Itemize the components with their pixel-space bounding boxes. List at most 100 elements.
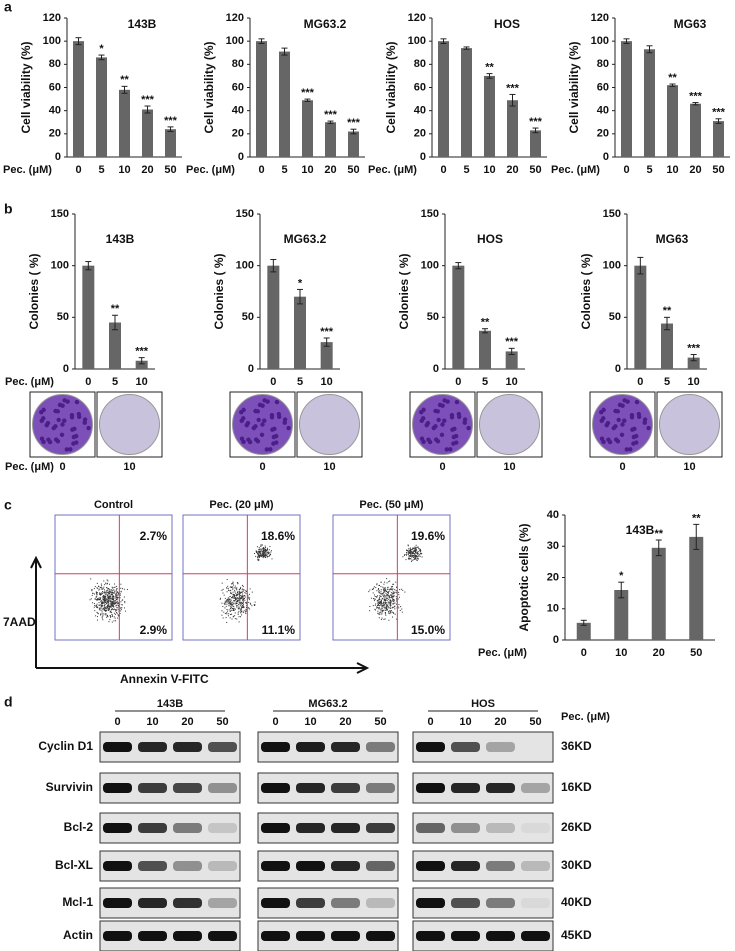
event-dot: [116, 597, 118, 599]
event-dot: [97, 598, 99, 600]
blot-lane-label: 50: [216, 716, 228, 728]
event-dot: [104, 589, 106, 591]
event-dot: [418, 555, 420, 557]
event-dot: [261, 553, 263, 555]
event-dot: [95, 615, 97, 617]
flow-xlabel: Annexin V-FITC: [120, 672, 209, 686]
event-dot: [97, 587, 99, 589]
event-dot: [266, 550, 268, 552]
event-dot: [101, 600, 103, 602]
event-dot: [412, 551, 414, 553]
blot-band: [173, 861, 202, 871]
event-dot: [419, 549, 421, 551]
colony: [620, 403, 625, 408]
event-dot: [369, 610, 371, 612]
event-dot: [93, 593, 95, 595]
event-dot: [233, 593, 235, 595]
event-dot: [126, 589, 128, 591]
event-dot: [384, 599, 386, 601]
event-dot: [270, 551, 272, 553]
event-dot: [415, 558, 417, 560]
event-dot: [389, 606, 391, 608]
event-dot: [394, 589, 396, 591]
event-dot: [244, 594, 246, 596]
event-dot: [231, 583, 233, 585]
event-dot: [221, 610, 223, 612]
event-dot: [229, 601, 231, 603]
event-dot: [113, 587, 115, 589]
event-dot: [241, 595, 243, 597]
protein-name: Mcl-1: [62, 895, 93, 909]
event-dot: [412, 553, 414, 555]
event-dot: [374, 604, 376, 606]
event-dot: [414, 549, 416, 551]
event-dot: [383, 589, 385, 591]
event-dot: [96, 603, 98, 605]
bar: [82, 265, 95, 369]
colony: [613, 424, 618, 429]
colony: [259, 432, 265, 438]
event-dot: [242, 599, 244, 601]
blot-lane-label: 0: [427, 716, 433, 728]
event-dot: [109, 605, 111, 607]
event-dot: [382, 586, 384, 588]
event-dot: [102, 604, 104, 606]
event-dot: [99, 588, 101, 590]
colony: [71, 441, 76, 446]
flow-title: Pec. (20 μM): [209, 499, 274, 511]
event-dot: [108, 598, 110, 600]
event-dot: [96, 604, 98, 606]
colony: [605, 420, 611, 426]
colony: [264, 447, 269, 452]
event-dot: [393, 592, 395, 594]
colony-well: [299, 394, 360, 455]
significance: ***: [324, 109, 338, 121]
event-dot: [379, 599, 381, 601]
colony: [255, 409, 260, 414]
blot-band: [296, 898, 325, 908]
event-dot: [249, 588, 251, 590]
quadrant-percent: 18.6%: [261, 529, 295, 543]
event-dot: [235, 588, 237, 590]
event-dot: [111, 603, 113, 605]
event-dot: [240, 608, 242, 610]
event-dot: [410, 554, 412, 556]
y-tick-label: 100: [51, 260, 69, 272]
error-bar: [270, 258, 277, 273]
event-dot: [390, 586, 392, 588]
y-tick-label: 0: [603, 151, 609, 163]
event-dot: [104, 603, 106, 605]
bar: [267, 265, 280, 369]
event-dot: [380, 586, 382, 588]
x-tick-label: 10: [118, 164, 130, 176]
x-tick-label: 10: [301, 164, 313, 176]
event-dot: [264, 552, 266, 554]
event-dot: [112, 605, 114, 607]
blot-band: [331, 898, 360, 908]
error-bar: [121, 85, 128, 94]
colony: [246, 437, 251, 442]
error-bar: [455, 262, 462, 270]
colony: [53, 437, 59, 442]
event-dot: [229, 603, 231, 605]
error-bar: [618, 581, 625, 599]
bar: [165, 129, 176, 157]
event-dot: [386, 594, 388, 596]
event-dot: [377, 612, 379, 614]
event-dot: [373, 594, 375, 596]
event-dot: [109, 619, 111, 621]
y-tick-label: 20: [232, 128, 244, 140]
event-dot: [253, 553, 255, 555]
event-dot: [376, 607, 378, 609]
colony: [76, 414, 82, 420]
event-dot: [378, 607, 380, 609]
event-dot: [115, 589, 117, 591]
event-dot: [410, 554, 412, 556]
event-dot: [395, 592, 397, 594]
event-dot: [398, 591, 400, 593]
event-dot: [106, 589, 108, 591]
event-dot: [222, 617, 224, 619]
event-dot: [104, 605, 106, 607]
event-dot: [264, 550, 266, 552]
